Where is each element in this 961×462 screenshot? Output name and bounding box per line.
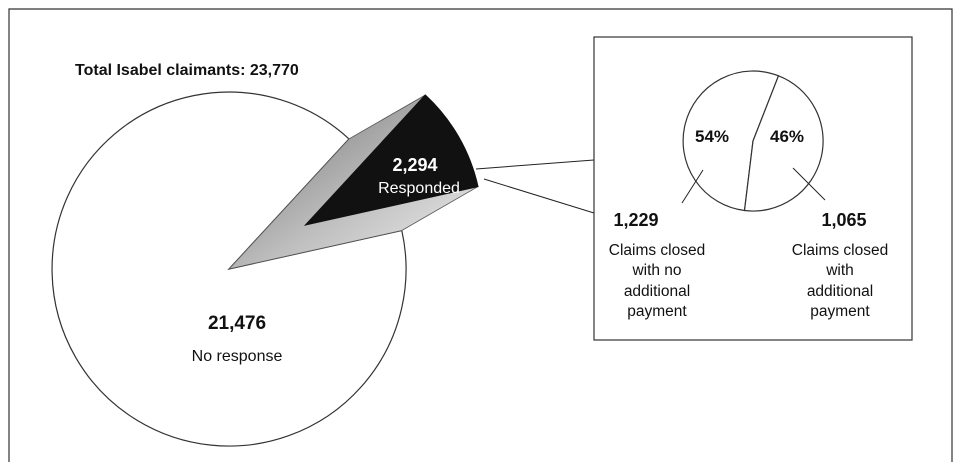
inset-leader-0 [681,169,704,204]
inset-slice-additional-payment [743,75,824,212]
inset-label-0-line: payment [627,303,687,320]
inset-slice-no-additional-payment [682,70,780,212]
inset-label-1-line: additional [807,283,873,300]
slice-label-no-response: No response [192,348,283,365]
inset-label-1-line: with [825,262,854,279]
main-pie [51,91,479,447]
inset-label-1-line: payment [810,303,870,320]
inset-percent-label-1: 46% [770,127,804,146]
figure-frame [8,8,953,462]
inset-label-0-line: Claims closed [609,242,705,259]
inset-leader-1 [792,167,826,201]
inset-value-label-1: 1,065 [821,210,866,230]
slice-value-label-no-response: 21,476 [208,313,266,334]
inset-value-label-0: 1,229 [613,210,658,230]
inset-label-1-line: Claims closed [792,242,888,259]
slice-value-label-responded: 2,294 [392,155,437,175]
inset-pie [682,70,824,212]
slice-label-responded: Responded [378,180,460,197]
inset-label-0-line: with no [631,262,681,279]
inset-connector-top [475,159,595,170]
inset-connector-bottom [483,178,595,214]
chart-title: Total Isabel claimants: 23,770 [75,62,299,79]
inset-label-0-line: additional [624,283,690,300]
inset-percent-label-0: 54% [695,127,729,146]
pie-slice-responded [303,94,479,226]
